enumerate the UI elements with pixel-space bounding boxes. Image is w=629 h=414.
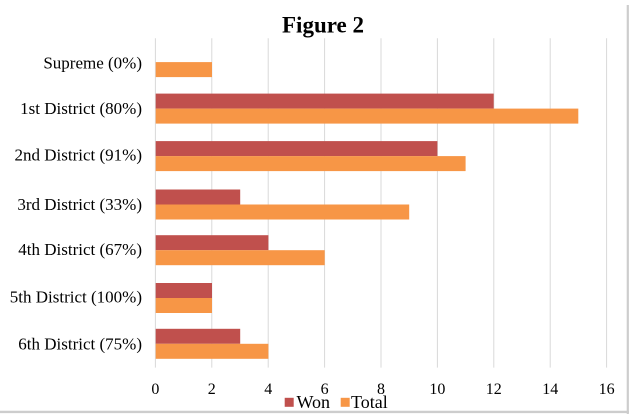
svg-text:16: 16 bbox=[599, 381, 615, 398]
svg-text:8: 8 bbox=[377, 381, 385, 398]
svg-text:Figure 2: Figure 2 bbox=[282, 13, 364, 38]
svg-text:5th District (100%): 5th District (100%) bbox=[10, 287, 142, 306]
svg-text:2nd District (91%): 2nd District (91%) bbox=[15, 146, 142, 165]
svg-text:Supreme (0%): Supreme (0%) bbox=[43, 53, 142, 72]
svg-text:6th District (75%): 6th District (75%) bbox=[18, 334, 142, 353]
svg-text:4: 4 bbox=[264, 381, 272, 398]
svg-text:12: 12 bbox=[486, 381, 502, 398]
svg-text:2: 2 bbox=[208, 381, 216, 398]
svg-text:6: 6 bbox=[321, 381, 329, 398]
svg-text:Won: Won bbox=[297, 392, 331, 412]
svg-text:0: 0 bbox=[151, 381, 159, 398]
svg-text:10: 10 bbox=[429, 381, 445, 398]
svg-text:1st District (80%): 1st District (80%) bbox=[20, 99, 142, 118]
svg-text:Total: Total bbox=[351, 392, 388, 412]
svg-text:3rd District (33%): 3rd District (33%) bbox=[17, 195, 142, 214]
svg-text:14: 14 bbox=[542, 381, 558, 398]
svg-text:4th District (67%): 4th District (67%) bbox=[18, 240, 142, 259]
